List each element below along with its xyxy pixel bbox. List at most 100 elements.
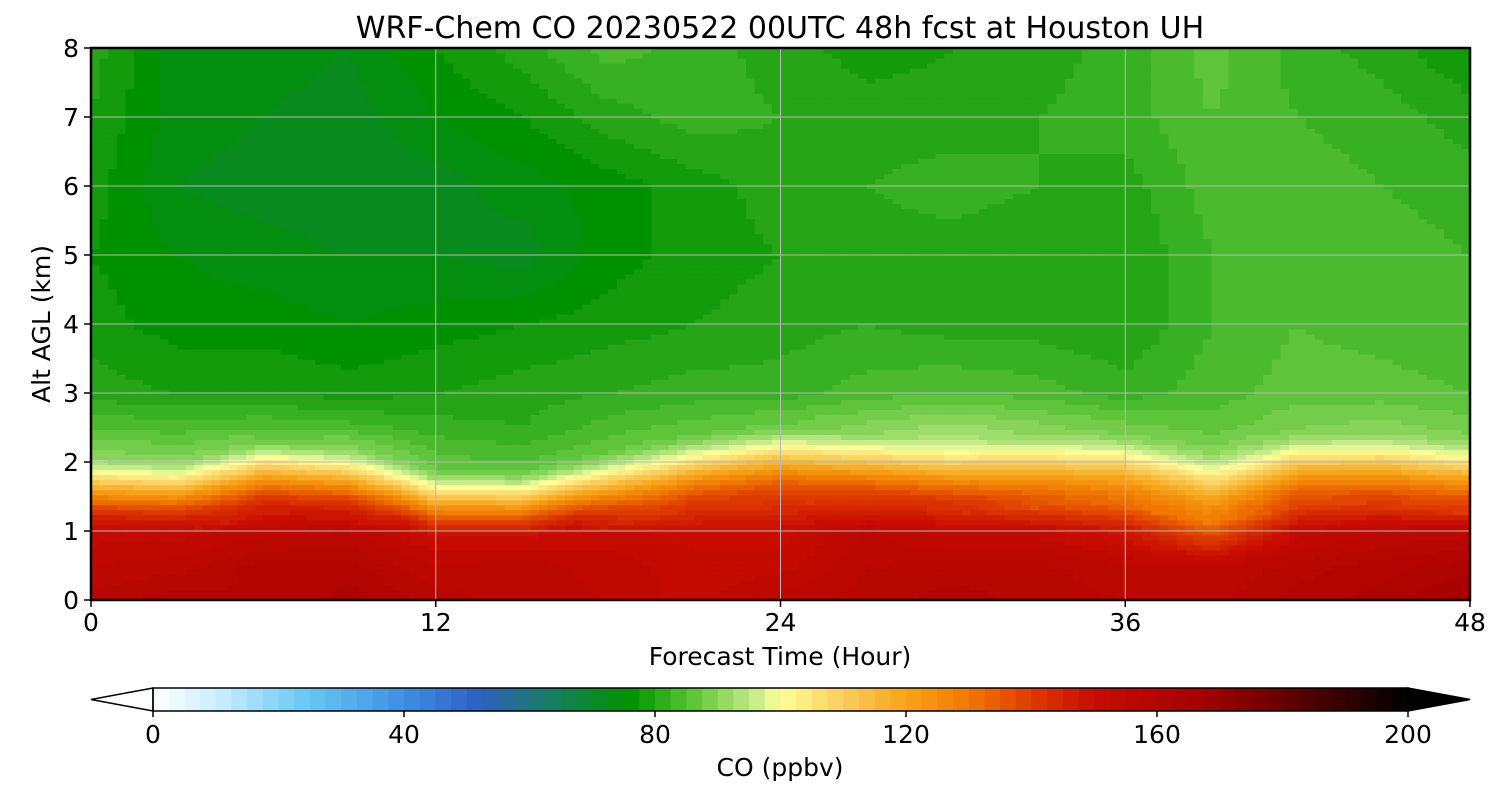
contour-cell [409, 233, 420, 240]
contour-cell [435, 78, 445, 84]
contour-cell [452, 504, 463, 511]
contour-cell [237, 153, 247, 159]
contour-cell [366, 298, 377, 305]
contour-cell [401, 484, 411, 491]
contour-cell [332, 263, 342, 270]
contour-cell [349, 504, 359, 511]
contour-cell [297, 218, 308, 225]
contour-cell [125, 589, 135, 596]
contour-cell [203, 424, 213, 430]
contour-cell [323, 564, 333, 571]
contour-cell [297, 203, 308, 210]
contour-cell [168, 118, 178, 124]
contour-cell [159, 313, 170, 320]
contour-cell [159, 288, 170, 295]
contour-cell [116, 193, 127, 200]
contour-cell [185, 108, 196, 114]
contour-cell [323, 278, 333, 285]
contour-cell [289, 344, 299, 350]
contour-cell [444, 339, 454, 345]
contour-cell [237, 193, 247, 200]
contour-cell [203, 559, 213, 566]
contour-cell [194, 329, 204, 335]
contour-cell [228, 489, 239, 496]
contour-cell [228, 233, 239, 240]
contour-cell [280, 258, 290, 265]
contour-cell [461, 58, 471, 64]
contour-cell [220, 98, 230, 104]
contour-cell [246, 258, 256, 265]
contour-cell [409, 474, 420, 481]
contour-cell [280, 399, 290, 405]
contour-cell [435, 484, 445, 491]
contour-cell [435, 424, 445, 430]
contour-cell [116, 253, 127, 260]
contour-cell [168, 98, 178, 104]
contour-cell [470, 549, 480, 556]
contour-cell [349, 429, 359, 435]
contour-cell [332, 118, 342, 124]
contour-cell [91, 178, 101, 185]
contour-cell [263, 539, 273, 546]
contour-cell [478, 524, 489, 531]
contour-cell [194, 258, 204, 265]
contour-cell [418, 589, 428, 596]
contour-cell [323, 108, 333, 114]
contour-cell [263, 158, 273, 165]
contour-cell [134, 198, 144, 205]
contour-cell [271, 178, 282, 185]
contour-cell [289, 248, 299, 255]
contour-cell [384, 78, 394, 84]
contour-cell [306, 374, 316, 380]
contour-cell [470, 68, 480, 74]
contour-cell [246, 123, 256, 129]
contour-cell [297, 574, 308, 581]
contour-cell [194, 414, 204, 420]
contour-cell [159, 429, 170, 435]
contour-cell [246, 218, 256, 225]
contour-cell [237, 519, 247, 526]
contour-cell [418, 148, 428, 154]
contour-cell [228, 359, 239, 365]
contour-cell [271, 218, 282, 225]
contour-cell [444, 153, 454, 159]
contour-cell [478, 379, 489, 385]
contour-cell [470, 584, 480, 591]
contour-cell [401, 193, 411, 200]
contour-cell [427, 233, 437, 240]
contour-cell [435, 429, 445, 435]
contour-cell [366, 354, 377, 360]
contour-cell [452, 173, 463, 180]
contour-cell [297, 68, 308, 74]
contour-cell [289, 449, 299, 456]
contour-cell [306, 414, 316, 420]
contour-cell [409, 318, 420, 325]
contour-cell [444, 168, 454, 175]
contour-cell [306, 318, 316, 325]
contour-cell [254, 193, 264, 200]
contour-cell [185, 123, 196, 129]
contour-cell [168, 188, 178, 195]
contour-cell [297, 138, 308, 144]
contour-cell [91, 479, 101, 486]
contour-cell [116, 444, 127, 451]
contour-cell [366, 223, 377, 230]
contour-cell [409, 404, 420, 410]
contour-cell [194, 213, 204, 220]
contour-cell [409, 464, 420, 471]
contour-cell [409, 579, 420, 586]
contour-cell [108, 359, 118, 365]
contour-cell [263, 63, 273, 69]
contour-cell [91, 158, 101, 165]
contour-cell [332, 128, 342, 134]
contour-cell [168, 359, 178, 365]
contour-cell [409, 133, 420, 139]
contour-cell [99, 123, 109, 129]
contour-cell [289, 118, 299, 124]
contour-cell [159, 143, 170, 149]
contour-cell [203, 349, 213, 355]
contour-cell [470, 469, 480, 476]
contour-cell [418, 273, 428, 280]
contour-cell [237, 584, 247, 591]
contour-cell [177, 549, 187, 556]
